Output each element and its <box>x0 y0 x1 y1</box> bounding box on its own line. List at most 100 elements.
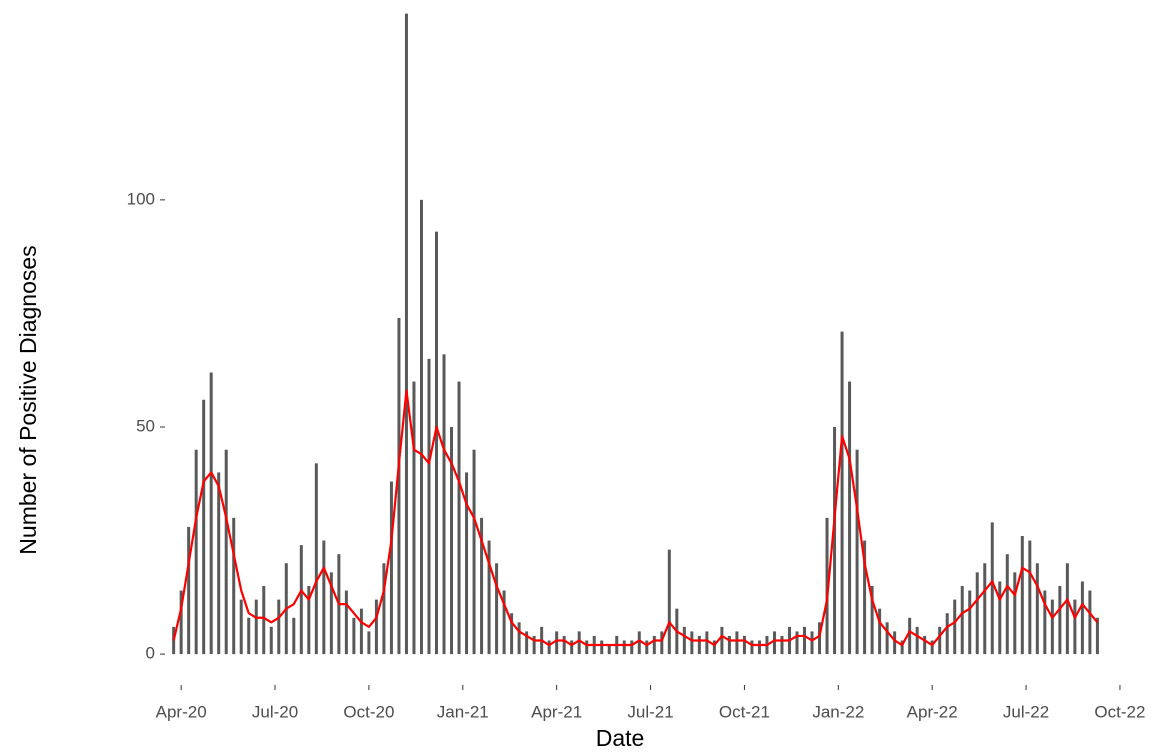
bar <box>750 640 754 655</box>
bar <box>855 449 859 655</box>
bar <box>209 372 213 655</box>
bar <box>803 626 807 655</box>
bar <box>953 599 957 655</box>
bar <box>397 317 401 655</box>
bar <box>555 631 559 655</box>
x-tick-label: Jul-21 <box>627 702 673 721</box>
x-tick-label: Oct-21 <box>719 702 770 721</box>
bar <box>863 540 867 655</box>
bar <box>637 631 641 655</box>
bar <box>1013 572 1017 655</box>
bar <box>202 399 206 655</box>
bar <box>990 522 994 655</box>
bar <box>314 463 318 655</box>
bar <box>795 631 799 655</box>
bar <box>179 590 183 655</box>
y-tick-label: 50 <box>136 416 155 435</box>
bar <box>224 449 228 655</box>
bar <box>735 631 739 655</box>
bar <box>1058 585 1062 655</box>
bar <box>600 640 604 655</box>
bar <box>645 640 649 655</box>
bar <box>262 585 266 655</box>
bar <box>292 617 296 655</box>
bar <box>840 331 844 655</box>
bar <box>487 540 491 655</box>
bar <box>870 585 874 655</box>
bar <box>495 563 499 655</box>
x-tick-label: Jul-22 <box>1003 702 1049 721</box>
bar <box>1035 563 1039 655</box>
bar <box>570 640 574 655</box>
bar <box>247 617 251 655</box>
bar <box>833 426 837 655</box>
bar <box>427 358 431 655</box>
bar <box>435 231 439 655</box>
bar <box>908 617 912 655</box>
bar <box>960 585 964 655</box>
bar <box>878 608 882 655</box>
bar <box>412 381 416 655</box>
x-tick-label: Apr-20 <box>156 702 207 721</box>
bar <box>652 635 656 655</box>
bar <box>442 354 446 655</box>
bar <box>532 635 536 655</box>
bar <box>757 640 761 655</box>
bar <box>382 563 386 655</box>
x-tick-label: Apr-21 <box>531 702 582 721</box>
x-tick-label: Jan-22 <box>812 702 864 721</box>
bar <box>1095 617 1099 655</box>
bar <box>299 545 303 655</box>
bar <box>660 631 664 655</box>
bar <box>690 631 694 655</box>
bar <box>480 517 484 655</box>
x-axis-title: Date <box>596 725 645 751</box>
bar <box>682 626 686 655</box>
bar <box>419 199 423 655</box>
bar <box>344 590 348 655</box>
bar <box>465 472 469 655</box>
bar <box>359 608 363 655</box>
bar <box>472 449 476 655</box>
bar <box>968 590 972 655</box>
bar <box>352 617 356 655</box>
bar <box>254 599 258 655</box>
bar <box>269 626 273 655</box>
moving-average-line <box>172 389 1099 647</box>
bar <box>277 599 281 655</box>
bar <box>983 563 987 655</box>
bar <box>630 640 634 655</box>
bar <box>915 626 919 655</box>
bar <box>697 635 701 655</box>
bar <box>622 640 626 655</box>
bar <box>930 640 934 655</box>
y-axis-title: Number of Positive Diagnoses <box>15 245 41 554</box>
bar <box>900 640 904 655</box>
bar <box>502 590 506 655</box>
bar <box>1020 536 1024 655</box>
bar <box>172 626 176 655</box>
bar <box>1065 563 1069 655</box>
bar <box>562 635 566 655</box>
bar <box>705 631 709 655</box>
bar <box>998 581 1002 655</box>
bar <box>975 572 979 655</box>
x-tick-label: Oct-20 <box>343 702 394 721</box>
bar <box>1073 599 1077 655</box>
x-tick-label: Apr-22 <box>907 702 958 721</box>
bar <box>720 626 724 655</box>
bar <box>742 635 746 655</box>
bar <box>893 631 897 655</box>
bar <box>374 599 378 655</box>
bar <box>1028 540 1032 655</box>
x-tick-label: Jan-21 <box>437 702 489 721</box>
bar <box>547 640 551 655</box>
bar <box>232 517 236 655</box>
bar <box>517 622 521 655</box>
bar <box>712 640 716 655</box>
bar <box>510 613 514 655</box>
bar <box>239 599 243 655</box>
bar <box>607 645 611 655</box>
bar <box>825 517 829 655</box>
